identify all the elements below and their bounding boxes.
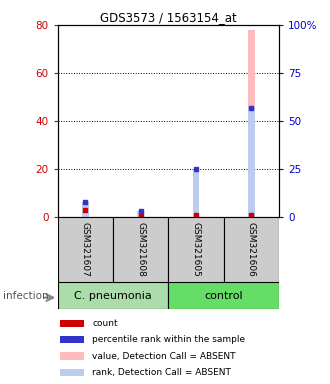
Bar: [193, 169, 199, 217]
Text: control: control: [204, 291, 243, 301]
Text: value, Detection Call = ABSENT: value, Detection Call = ABSENT: [92, 351, 236, 361]
Bar: [224, 217, 279, 282]
Text: rank, Detection Call = ABSENT: rank, Detection Call = ABSENT: [92, 368, 231, 377]
Bar: [60, 353, 84, 359]
Text: GSM321606: GSM321606: [247, 222, 256, 277]
Bar: [168, 282, 279, 309]
Text: count: count: [92, 319, 118, 328]
Text: GSM321607: GSM321607: [81, 222, 90, 277]
Bar: [113, 217, 168, 282]
Text: infection: infection: [3, 291, 49, 301]
Bar: [137, 211, 144, 217]
Bar: [60, 369, 84, 376]
Text: percentile rank within the sample: percentile rank within the sample: [92, 335, 245, 344]
Bar: [60, 336, 84, 343]
Bar: [168, 217, 224, 282]
Bar: [193, 169, 199, 217]
Bar: [137, 212, 144, 217]
Bar: [248, 108, 254, 217]
Text: C. pneumonia: C. pneumonia: [74, 291, 152, 301]
Bar: [82, 205, 89, 217]
Text: GSM321605: GSM321605: [191, 222, 200, 277]
Bar: [58, 282, 168, 309]
Text: GSM321608: GSM321608: [136, 222, 145, 277]
Title: GDS3573 / 1563154_at: GDS3573 / 1563154_at: [100, 11, 237, 24]
Bar: [60, 320, 84, 327]
Bar: [58, 217, 113, 282]
Bar: [82, 202, 89, 217]
Bar: [248, 30, 254, 217]
